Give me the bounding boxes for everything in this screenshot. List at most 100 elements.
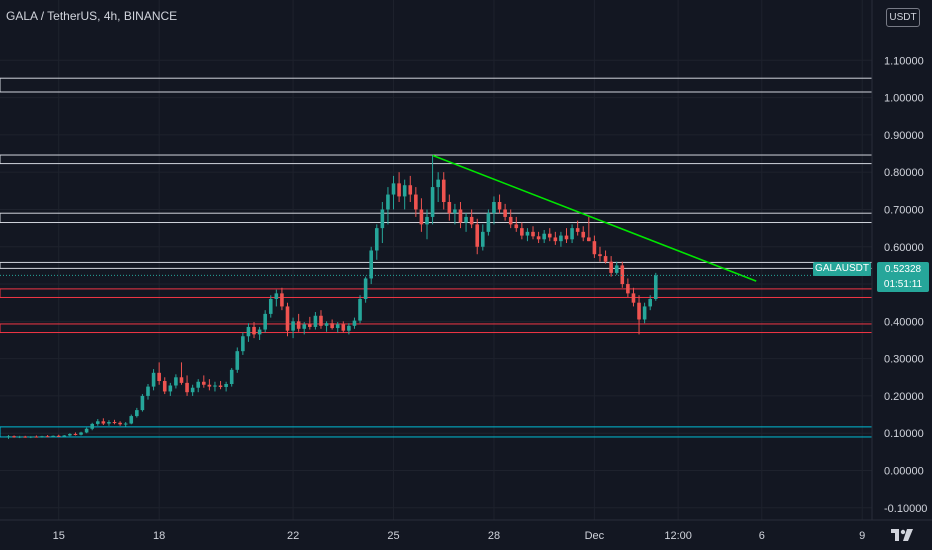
candle	[157, 362, 161, 385]
candle	[341, 321, 346, 333]
candle	[190, 384, 195, 396]
candle	[235, 347, 240, 373]
candle	[536, 231, 541, 244]
time-tick-label: Dec	[585, 530, 605, 542]
candle	[614, 261, 619, 275]
candle	[330, 319, 334, 330]
time-tick-label: 9	[859, 530, 865, 542]
time-tick-label: 28	[488, 530, 500, 542]
candle	[12, 435, 16, 438]
candle	[436, 172, 440, 203]
price-tick-label: -0.10000	[884, 503, 927, 515]
candle	[514, 216, 519, 232]
candle	[380, 202, 385, 244]
candle	[129, 414, 134, 425]
candle	[56, 434, 61, 437]
candle	[453, 203, 457, 225]
candle	[642, 302, 647, 324]
candle	[441, 172, 446, 210]
candle	[274, 289, 279, 307]
tradingview-logo[interactable]	[890, 526, 916, 544]
candle	[291, 317, 295, 339]
candle	[263, 310, 267, 333]
candle	[352, 317, 357, 329]
bar-countdown: 01:51:11	[883, 279, 923, 290]
candle	[224, 381, 228, 392]
candle	[302, 322, 307, 335]
candle	[475, 218, 480, 255]
time-tick-label: 25	[387, 530, 399, 542]
candle	[335, 322, 340, 333]
candle	[525, 228, 530, 242]
candle	[23, 435, 28, 438]
candle	[17, 435, 22, 439]
candle	[179, 362, 184, 385]
candle	[252, 322, 256, 339]
trendline-layer[interactable]	[432, 154, 757, 282]
candle	[464, 213, 468, 232]
candle	[324, 321, 329, 332]
candle	[653, 272, 658, 301]
candle	[313, 312, 318, 330]
candle	[531, 226, 535, 240]
time-tick-label: 15	[53, 530, 65, 542]
candle	[112, 419, 117, 425]
candle	[73, 432, 78, 436]
price-tick-label: 0.40000	[884, 316, 924, 328]
candle	[196, 379, 201, 393]
candle	[84, 427, 89, 434]
candle	[626, 278, 630, 298]
candle	[168, 382, 173, 396]
candle	[40, 435, 44, 438]
candle	[213, 381, 217, 392]
last-price-label: 0.52328 01:51:11	[877, 262, 929, 292]
candle	[503, 203, 507, 221]
trendline[interactable]	[432, 154, 757, 282]
candle	[553, 231, 558, 245]
candle	[486, 209, 491, 236]
price-tick-label: 1.10000	[884, 55, 924, 67]
price-tick-label: 0.60000	[884, 242, 924, 254]
candle	[202, 375, 206, 388]
candle	[308, 316, 312, 330]
candle	[246, 323, 251, 342]
time-tick-label: 6	[759, 530, 765, 542]
candle	[174, 374, 178, 389]
candle	[520, 222, 524, 240]
price-tick-label: 1.00000	[884, 93, 924, 105]
candle	[620, 261, 625, 288]
candle	[162, 377, 167, 395]
last-price-value: 0.52328	[884, 264, 922, 275]
candle	[280, 287, 284, 311]
candle	[419, 198, 424, 232]
candle	[581, 226, 586, 242]
candle	[458, 202, 463, 229]
candle	[140, 394, 145, 412]
candle	[358, 295, 362, 324]
candle	[575, 220, 580, 236]
candle	[268, 295, 273, 318]
time-tick-label: 22	[287, 530, 299, 542]
candle	[374, 224, 379, 260]
candle	[631, 287, 636, 307]
candle	[118, 421, 122, 426]
candle	[547, 228, 552, 242]
candle	[559, 231, 563, 247]
candle	[369, 246, 373, 285]
currency-button[interactable]: USDT	[886, 8, 920, 27]
symbol-label: GALAUSDT	[813, 262, 871, 276]
time-axis[interactable]: 15 18 22 25 28 Dec 12:00 6 9	[53, 530, 866, 542]
price-tick-label: 0.20000	[884, 391, 924, 403]
candle	[218, 381, 223, 390]
candle	[609, 256, 613, 277]
time-tick-label: 12:00	[664, 530, 692, 542]
candle	[430, 155, 435, 225]
candle	[592, 235, 597, 258]
candle	[414, 187, 418, 217]
candle	[481, 224, 485, 251]
candle	[241, 332, 245, 355]
candle	[603, 250, 608, 264]
candle	[391, 175, 396, 210]
chart-title: GALA / TetherUS, 4h, BINANCE	[6, 9, 178, 23]
